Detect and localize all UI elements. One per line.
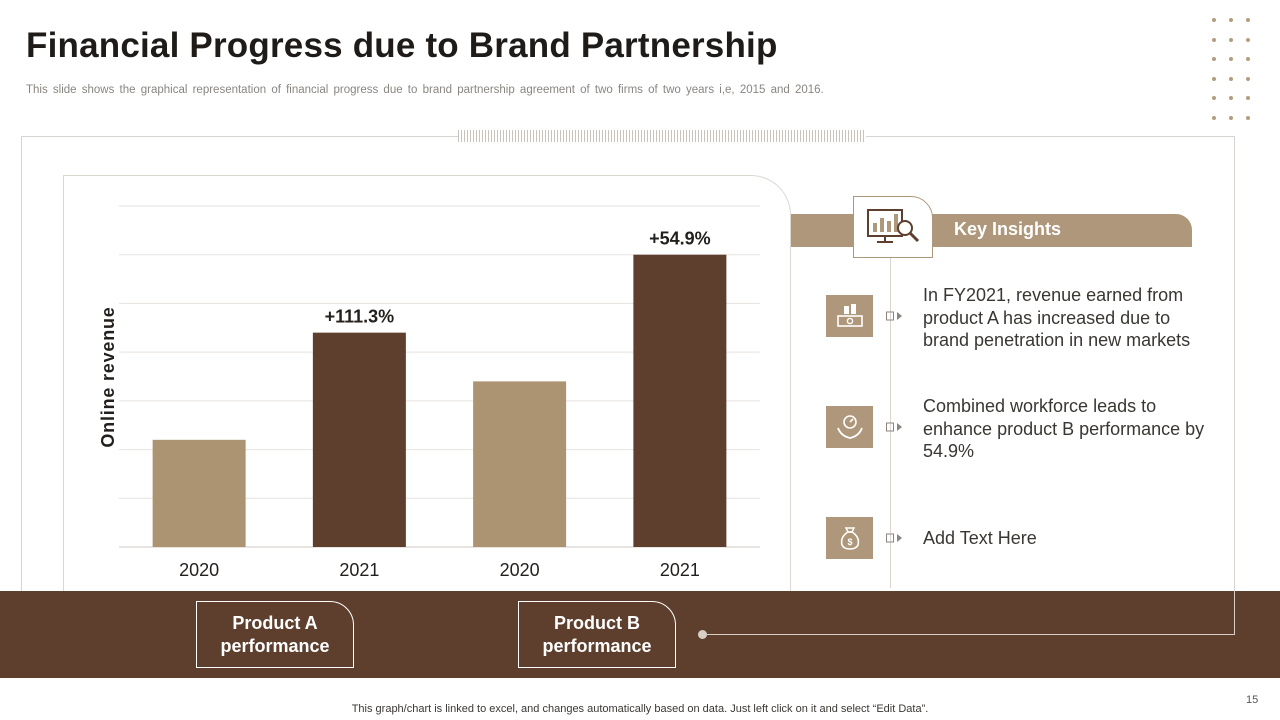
product-b-performance-button[interactable]: Product B performance (518, 601, 676, 668)
x-tick-label: 2021 (660, 560, 700, 580)
insight-arrow-icon (886, 311, 902, 321)
data-label: +111.3% (325, 307, 395, 327)
insight-arrow-icon (886, 533, 902, 543)
x-tick-label: 2021 (339, 560, 379, 580)
insight-text-1: In FY2021, revenue earned from product A… (923, 285, 1191, 350)
chart-magnifier-icon (867, 209, 920, 243)
frame-tick-pattern (458, 130, 866, 142)
decorative-dot-grid (1212, 18, 1252, 122)
product-a-performance-button[interactable]: Product A performance (196, 601, 354, 668)
x-tick-label: 2020 (179, 560, 219, 580)
x-tick-label: 2020 (500, 560, 540, 580)
money-stack-icon (826, 295, 873, 337)
bar[interactable] (152, 439, 246, 547)
footnote: This graph/chart is linked to excel, and… (351, 703, 929, 715)
key-insights-icon-box (853, 196, 933, 258)
insight-arrow-icon (886, 422, 902, 432)
chart-card[interactable]: 2020 2021 +111.3% 2020 2021 +54.9% Online reve… (63, 175, 791, 595)
page-number: 15 (1246, 694, 1259, 706)
bar[interactable] (312, 332, 406, 547)
money-bag-icon: $ (826, 517, 873, 559)
band-connector-line (703, 634, 1235, 635)
data-label: +54.9% (649, 229, 711, 249)
page-subtitle: This slide shows the graphical represent… (26, 84, 824, 96)
band-connector-dot (698, 630, 707, 639)
page-title: Financial Progress due to Brand Partners… (26, 26, 778, 65)
bar-chart[interactable]: 2020 2021 +111.3% 2020 2021 +54.9% Online reve… (64, 176, 792, 596)
insight-text-2: Combined workforce leads to enhance prod… (923, 396, 1205, 461)
y-axis-label: Online revenue (98, 306, 118, 447)
band-connector-vertical (1234, 591, 1235, 635)
bar[interactable] (473, 381, 567, 547)
bar[interactable] (633, 254, 727, 547)
svg-text:$: $ (847, 537, 852, 547)
key-insights-title: Key Insights (954, 219, 1062, 239)
insight-text-3: Add Text Here (923, 528, 1037, 548)
hand-gauge-icon (826, 406, 873, 448)
